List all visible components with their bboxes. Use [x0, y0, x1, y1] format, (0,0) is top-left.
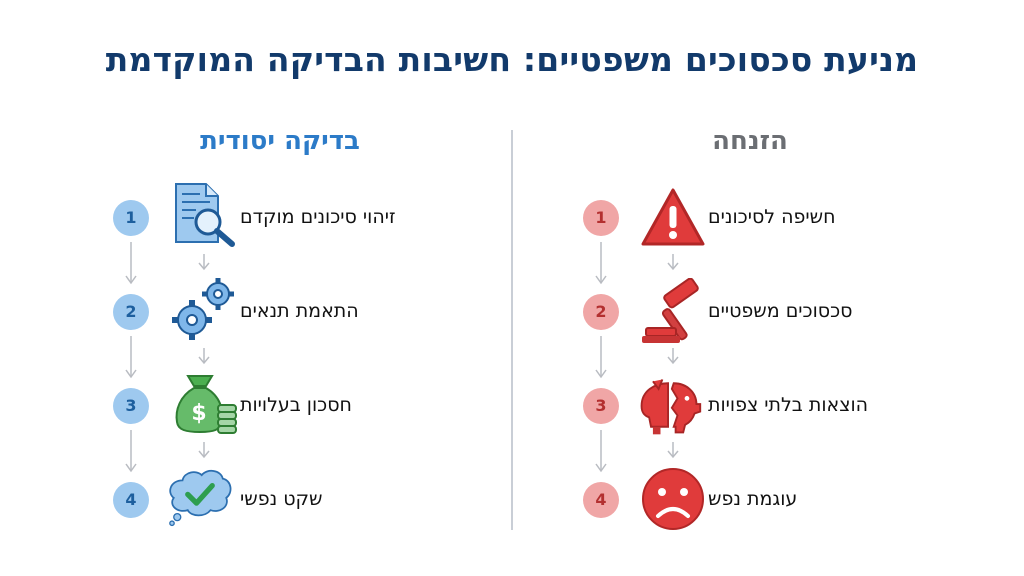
thorough-circle-arrow-3 — [125, 430, 137, 473]
thorough-step-1-label: זיהוי סיכונים מוקדם — [240, 206, 396, 228]
neglect-step-4-number: 4 — [583, 482, 619, 518]
document-magnifier-icon — [175, 183, 235, 247]
thorough-icon-arrow-2 — [198, 348, 210, 365]
thorough-step-3-number: 3 — [113, 388, 149, 424]
thorough-step-1-number: 1 — [113, 200, 149, 236]
money-bag-coins-icon: $ — [175, 375, 237, 434]
broken-piggy-bank-icon — [640, 379, 702, 435]
neglect-step-2-label: סכסוכים משפטיים — [708, 300, 853, 322]
neglect-step-3-number: 3 — [583, 388, 619, 424]
page-title: מניעת סכסוכים משפטיים: חשיבות הבדיקה המו… — [105, 40, 919, 79]
neglect-step-3-label: הוצאות בלתי צפויות — [708, 394, 869, 416]
neglect-circle-arrow-3 — [595, 430, 607, 473]
neglect-step-1-number: 1 — [583, 200, 619, 236]
thorough-check-heading: בדיקה יסודית — [200, 126, 360, 156]
neglect-icon-arrow-1 — [667, 254, 679, 271]
neglect-step-2-number: 2 — [583, 294, 619, 330]
neglect-circle-arrow-2 — [595, 336, 607, 379]
warning-triangle-icon — [641, 188, 705, 246]
neglect-heading: הזנחה — [712, 126, 788, 156]
neglect-circle-arrow-1 — [595, 242, 607, 285]
thorough-step-2-label: התאמת תנאים — [240, 300, 359, 322]
neglect-step-1-label: חשיפה לסיכונים — [708, 206, 836, 228]
svg-text:$: $ — [191, 401, 206, 426]
thorough-step-4-number: 4 — [113, 482, 149, 518]
sad-face-icon — [642, 468, 704, 530]
thorough-icon-arrow-1 — [198, 254, 210, 271]
gears-icon — [172, 278, 234, 340]
thorough-icon-arrow-3 — [198, 442, 210, 459]
thorough-step-3-label: חסכון בעלויות — [240, 394, 352, 416]
thorough-circle-arrow-1 — [125, 242, 137, 285]
thorough-step-2-number: 2 — [113, 294, 149, 330]
neglect-icon-arrow-2 — [667, 348, 679, 365]
column-divider — [511, 130, 513, 530]
thorough-step-4-label: שקט נפשי — [240, 488, 323, 510]
thought-bubble-check-icon — [169, 469, 232, 527]
neglect-step-4-label: עוגמת נפש — [708, 488, 798, 510]
gavel-icon — [642, 278, 699, 343]
neglect-icon-arrow-3 — [667, 442, 679, 459]
thorough-circle-arrow-2 — [125, 336, 137, 379]
